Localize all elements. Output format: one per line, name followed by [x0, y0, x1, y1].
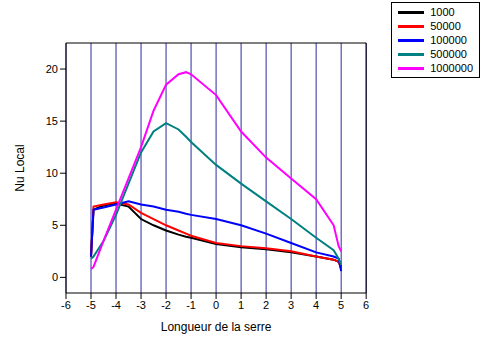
svg-text:Nu Local: Nu Local [13, 144, 27, 191]
html-text:100000: 100000 [430, 34, 467, 46]
svg-text:2: 2 [263, 299, 269, 311]
html-text:1000: 1000 [430, 6, 455, 18]
svg-text:1: 1 [238, 299, 244, 311]
html-text:500000: 500000 [430, 48, 467, 60]
html-text:1000000: 1000000 [430, 62, 473, 74]
svg-text:4: 4 [313, 299, 319, 311]
svg-text:Longueur de la serre: Longueur de la serre [161, 320, 272, 334]
svg-text:15: 15 [46, 115, 58, 127]
svg-text:3: 3 [288, 299, 294, 311]
svg-text:5: 5 [338, 299, 344, 311]
svg-text:10: 10 [46, 167, 58, 179]
svg-text:-3: -3 [136, 299, 146, 311]
html-text:50000: 50000 [430, 20, 461, 32]
svg-text:0: 0 [213, 299, 219, 311]
svg-text:5: 5 [52, 219, 58, 231]
svg-text:6: 6 [363, 299, 369, 311]
svg-text:0: 0 [52, 271, 58, 283]
svg-text:-4: -4 [111, 299, 121, 311]
svg-text:-2: -2 [161, 299, 171, 311]
svg-text:-5: -5 [86, 299, 96, 311]
svg-text:20: 20 [46, 63, 58, 75]
svg-text:-6: -6 [61, 299, 71, 311]
svg-text:-1: -1 [186, 299, 196, 311]
